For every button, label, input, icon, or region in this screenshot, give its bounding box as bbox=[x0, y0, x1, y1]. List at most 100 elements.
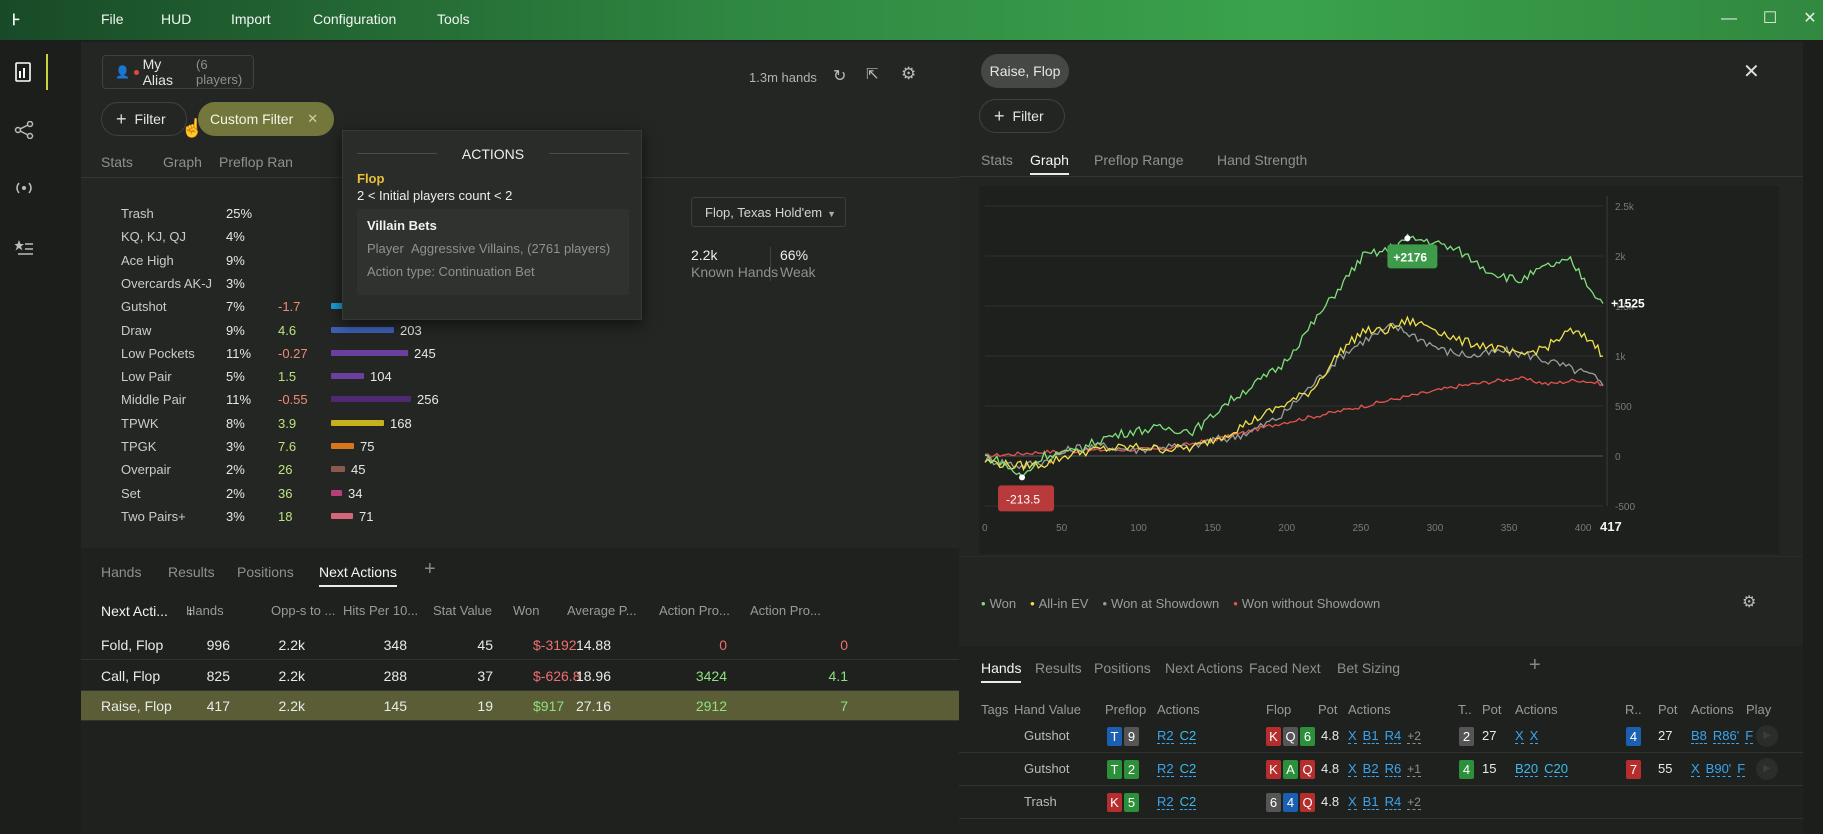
action-sequence[interactable]: B20 C20 bbox=[1515, 761, 1574, 777]
column-header[interactable]: Pot bbox=[1658, 702, 1678, 717]
column-header[interactable]: Pot bbox=[1318, 702, 1338, 717]
maximize-button[interactable]: ☐ bbox=[1762, 10, 1778, 27]
stat-name: Overpair bbox=[121, 462, 171, 478]
stat-count: 203 bbox=[400, 322, 422, 338]
stat-row: Overcards AK-J 3% bbox=[121, 273, 541, 295]
game-select[interactable]: Flop, Texas Hold'em ▼ bbox=[691, 197, 846, 227]
minimize-button[interactable]: — bbox=[1721, 10, 1737, 27]
hand-row[interactable]: Gutshot T 2 R2 C2 K A Q 4.8 X B2 R6 +1 4 15 B20 C20 7 55 X B… bbox=[959, 753, 1803, 786]
add-filter-button[interactable]: + Filter bbox=[101, 102, 187, 136]
tab-hands[interactable]: Hands bbox=[981, 660, 1022, 683]
play-icon[interactable]: ▶ bbox=[1756, 758, 1778, 780]
column-header[interactable]: Hits Per 10... bbox=[343, 603, 419, 618]
column-header[interactable]: Preflop bbox=[1105, 702, 1147, 717]
action-sequence[interactable]: B8 R86' F bbox=[1691, 728, 1759, 744]
column-header[interactable]: Next Acti... bbox=[101, 603, 168, 619]
column-header[interactable]: Action Pro... bbox=[659, 603, 730, 618]
tab-preflop-range[interactable]: Preflop Ran bbox=[219, 154, 293, 170]
column-header[interactable]: R.. bbox=[1625, 702, 1642, 717]
more-actions: +2 bbox=[1407, 729, 1421, 744]
table-row[interactable]: Raise, Flop 417 2.2k 145 19 $917 27.16 2912 7 bbox=[81, 691, 959, 721]
table-row[interactable]: Call, Flop 825 2.2k 288 37 $-626.8 18.96 3424 4.… bbox=[81, 661, 959, 691]
refresh-icon[interactable]: ↻ bbox=[833, 68, 847, 85]
series-line-won bbox=[984, 233, 1604, 479]
column-header[interactable]: Stat Value bbox=[433, 603, 493, 618]
stat-name: Two Pairs+ bbox=[121, 508, 186, 524]
column-header[interactable]: Pot bbox=[1482, 702, 1502, 717]
tab-graph[interactable]: Graph bbox=[163, 154, 202, 170]
action-sequence[interactable]: R2 C2 bbox=[1157, 794, 1202, 810]
action-sequence[interactable]: X B1 R4 +2 bbox=[1348, 794, 1421, 810]
legend-item[interactable]: • Won bbox=[981, 596, 1016, 611]
share-icon[interactable] bbox=[0, 112, 48, 148]
action-sequence[interactable]: X B90' F bbox=[1691, 761, 1751, 777]
stat-name: Low Pair bbox=[121, 369, 172, 385]
tab-next-actions[interactable]: Next Actions bbox=[319, 564, 397, 587]
column-header[interactable]: T.. bbox=[1458, 702, 1472, 717]
close-window-button[interactable]: ✕ bbox=[1803, 10, 1817, 27]
tab-next-actions[interactable]: Next Actions bbox=[1165, 660, 1243, 676]
tab-positions[interactable]: Positions bbox=[237, 564, 294, 580]
column-header[interactable]: Actions bbox=[1691, 702, 1734, 717]
stat-value: 26 bbox=[278, 462, 293, 478]
menu-hud[interactable]: HUD bbox=[161, 11, 192, 27]
tab-hands[interactable]: Hands bbox=[101, 564, 142, 580]
legend-item[interactable]: • Won without Showdown bbox=[1233, 596, 1380, 611]
menu-tools[interactable]: Tools bbox=[437, 11, 470, 27]
tab-positions[interactable]: Positions bbox=[1094, 660, 1151, 676]
action-sequence[interactable]: R2 C2 bbox=[1157, 728, 1202, 744]
tab-stats[interactable]: Stats bbox=[981, 152, 1013, 168]
custom-filter-chip[interactable]: Custom Filter ✕ bbox=[198, 102, 334, 136]
column-header[interactable]: Flop bbox=[1266, 702, 1292, 717]
play-icon[interactable]: ▶ bbox=[1756, 725, 1778, 747]
legend-item[interactable]: • All-in EV bbox=[1030, 596, 1088, 611]
action-sequence[interactable]: X B2 R6 +1 bbox=[1348, 761, 1421, 777]
tab-graph[interactable]: Graph bbox=[1030, 152, 1069, 175]
export-icon[interactable]: ⇱ bbox=[866, 66, 879, 83]
tab-results[interactable]: Results bbox=[1035, 660, 1082, 676]
remove-filter-icon[interactable]: ✕ bbox=[307, 111, 319, 126]
action-sequence[interactable]: R2 C2 bbox=[1157, 761, 1202, 777]
column-header[interactable]: Actions bbox=[1348, 702, 1391, 717]
column-header[interactable]: Action Pro... bbox=[750, 603, 821, 618]
tab-hand-strength[interactable]: Hand Strength bbox=[1217, 152, 1308, 168]
column-header[interactable]: Opp-s to ... bbox=[271, 603, 336, 618]
action-sequence[interactable]: X B1 R4 +2 bbox=[1348, 728, 1421, 744]
menu-file[interactable]: File bbox=[101, 11, 124, 27]
tab-stats[interactable]: Stats bbox=[101, 154, 133, 170]
table-row[interactable]: Fold, Flop 996 2.2k 348 45 $-3192 14.88 0 0 bbox=[81, 630, 959, 660]
column-header[interactable]: Average P... bbox=[567, 603, 637, 618]
graph-settings-icon[interactable]: ⚙ bbox=[1742, 594, 1757, 611]
legend-item[interactable]: • Won at Showdown bbox=[1102, 596, 1219, 611]
column-header[interactable]: Actions bbox=[1515, 702, 1558, 717]
right-filter-button[interactable]: + Filter bbox=[979, 99, 1065, 133]
alias-selector[interactable]: 👤 My Alias (6 players) bbox=[102, 55, 254, 89]
column-header[interactable]: Won bbox=[513, 603, 540, 618]
legend-dot: • bbox=[1030, 596, 1035, 611]
tab-results[interactable]: Results bbox=[168, 564, 215, 580]
tab-faced-next[interactable]: Faced Next bbox=[1249, 660, 1321, 676]
tab-preflop-range[interactable]: Preflop Range bbox=[1094, 152, 1184, 168]
menu-import[interactable]: Import bbox=[231, 11, 271, 27]
broadcast-icon[interactable] bbox=[0, 170, 48, 206]
starred-list-icon[interactable] bbox=[0, 230, 48, 266]
close-panel-icon[interactable]: ✕ bbox=[1743, 61, 1760, 83]
settings-gear-icon[interactable]: ⚙ bbox=[901, 64, 917, 83]
hand-row[interactable]: Gutshot T 9 R2 C2 K Q 6 4.8 X B1 R4 +2 2 27 X X 4 27 B8 R86'… bbox=[959, 720, 1803, 753]
stat-row: Low Pockets 11% -0.27 245 bbox=[121, 343, 541, 365]
column-header[interactable]: Play bbox=[1746, 702, 1772, 717]
column-header[interactable]: Tags bbox=[981, 702, 1009, 717]
tab-bet-sizing[interactable]: Bet Sizing bbox=[1337, 660, 1401, 676]
column-header[interactable]: Hands bbox=[186, 603, 224, 618]
stat-name: Set bbox=[121, 485, 141, 501]
column-header[interactable]: Actions bbox=[1157, 702, 1200, 717]
reports-icon[interactable] bbox=[0, 54, 48, 90]
x-tick-label: 100 bbox=[1130, 523, 1147, 534]
menu-configuration[interactable]: Configuration bbox=[313, 11, 397, 27]
add-tab-icon[interactable]: + bbox=[1529, 654, 1541, 676]
hand-row[interactable]: Trash K 5 R2 C2 6 4 Q 4.8 X B1 R4 +2 bbox=[959, 786, 1803, 819]
column-header[interactable]: Hand Value bbox=[1014, 702, 1081, 717]
cell-won: $917 bbox=[533, 698, 565, 714]
add-tab-icon[interactable]: + bbox=[424, 558, 436, 580]
